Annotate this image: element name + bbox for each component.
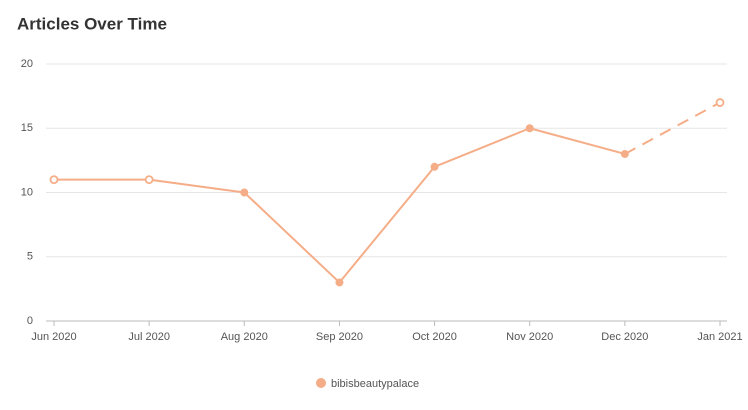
x-tick-label: Oct 2020 — [412, 331, 457, 343]
x-tick-label: Aug 2020 — [221, 331, 268, 343]
x-tick-label: Dec 2020 — [601, 331, 648, 343]
x-tick-label: Jul 2020 — [128, 331, 170, 343]
line-segment — [149, 178, 245, 194]
data-point — [430, 162, 439, 171]
x-tick-label: Sep 2020 — [316, 331, 363, 343]
line-segment — [338, 166, 436, 284]
x-tick-label: Jun 2020 — [31, 331, 76, 343]
data-point — [49, 175, 59, 185]
data-point — [525, 124, 534, 133]
data-point — [620, 149, 629, 158]
y-tick-label: 15 — [21, 122, 33, 134]
legend-marker — [316, 378, 326, 388]
chart-title: Articles Over Time — [17, 14, 167, 33]
line-segment — [529, 127, 626, 155]
data-point — [144, 175, 154, 185]
y-tick-label: 10 — [21, 186, 33, 198]
legend-label: bibisbeautypalace — [331, 378, 419, 390]
x-tick-label: Nov 2020 — [506, 331, 553, 343]
line-segment — [434, 127, 531, 168]
line-segment — [624, 101, 721, 155]
x-tick-label: Jan 2021 — [697, 331, 742, 343]
y-tick-label: 0 — [27, 315, 33, 327]
data-point — [240, 188, 249, 197]
data-point — [715, 98, 725, 107]
data-point — [335, 278, 344, 287]
y-tick-label: 5 — [27, 251, 33, 263]
y-tick-label: 20 — [21, 58, 33, 70]
line-segment — [243, 191, 341, 284]
